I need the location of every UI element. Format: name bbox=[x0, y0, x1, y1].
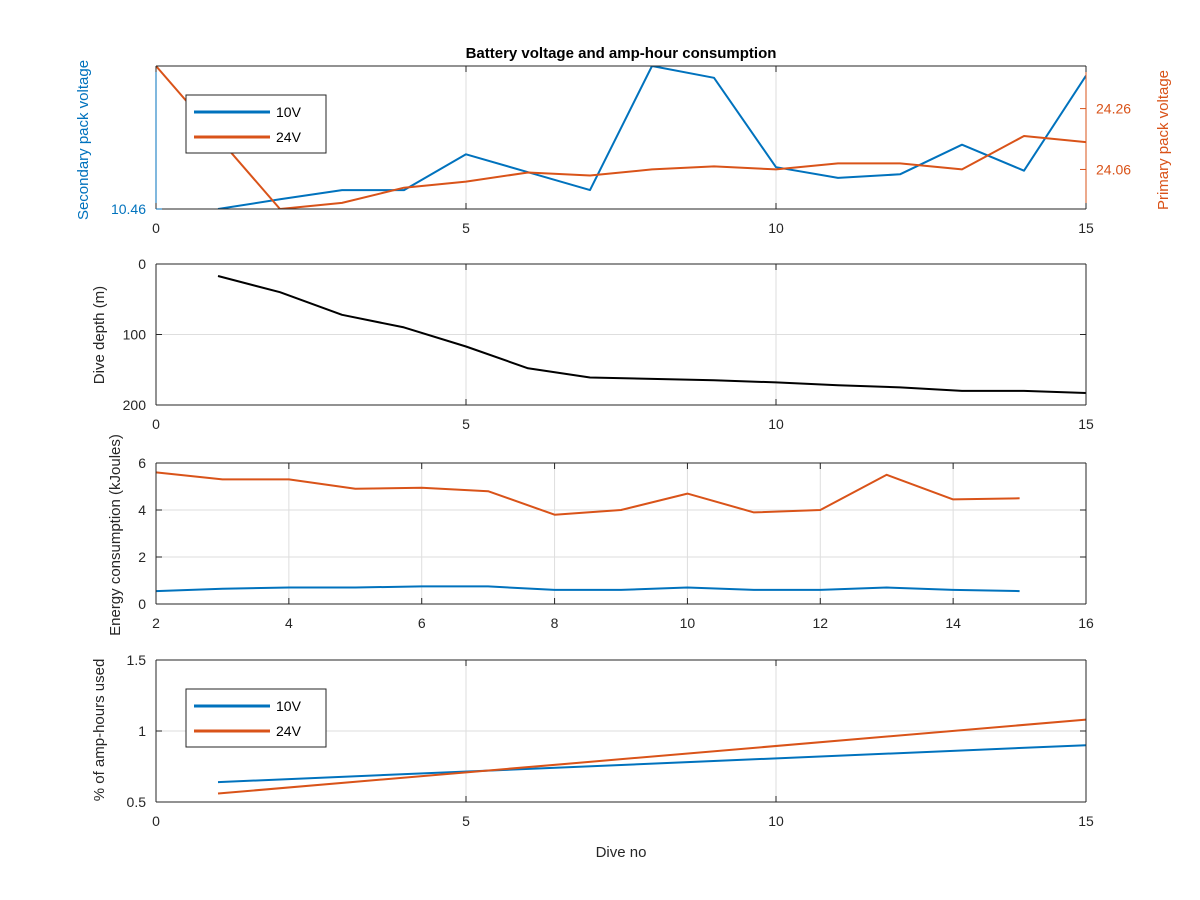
y-tick-label-left: 10.46 bbox=[111, 201, 146, 217]
x-tick-label: 0 bbox=[152, 220, 160, 236]
x-tick-label: 16 bbox=[1078, 615, 1094, 631]
x-tick-label: 10 bbox=[768, 813, 784, 829]
y-tick-label: 2 bbox=[138, 549, 146, 565]
y-tick-label: 0 bbox=[138, 256, 146, 272]
x-tick-label: 8 bbox=[551, 615, 559, 631]
x-tick-label: 15 bbox=[1078, 813, 1094, 829]
energy-line-0 bbox=[155, 585, 1020, 593]
y-tick-label: 100 bbox=[123, 327, 147, 343]
x-tick-label: 12 bbox=[812, 615, 828, 631]
amp-hours-line-10V bbox=[217, 744, 1087, 784]
y-tick-label: 1.5 bbox=[127, 652, 147, 668]
y-tick-label: 0.5 bbox=[127, 794, 147, 810]
y-axis-label-left: Secondary pack voltage bbox=[75, 60, 92, 220]
x-axis-label: Dive no bbox=[596, 844, 647, 861]
y-tick-label: 0 bbox=[138, 596, 146, 612]
x-tick-label: 5 bbox=[462, 416, 470, 432]
x-tick-label: 5 bbox=[462, 220, 470, 236]
x-tick-label: 10 bbox=[680, 615, 696, 631]
legend-label: 24V bbox=[276, 723, 302, 739]
series-line-10V bbox=[217, 66, 1086, 209]
legend-label: 10V bbox=[276, 104, 302, 120]
chart-title: Battery voltage and amp-hour consumption bbox=[466, 45, 777, 62]
amp-hours-line-24V bbox=[217, 718, 1087, 795]
plot-area bbox=[156, 463, 1086, 604]
y-tick-label: 1 bbox=[138, 723, 146, 739]
voltage-axes: 0 5 10 15 10.46 24.06 24.26 Secondary pack volt… bbox=[75, 60, 1172, 236]
depth-axes: 0 5 10 15 0 100 200 Dive depth (m) bbox=[91, 256, 1094, 432]
amp-hours-axes: 0 5 10 15 0.5 1 1.5 Dive no % of amp-hours used 1… bbox=[91, 652, 1094, 861]
x-tick-label: 14 bbox=[945, 615, 961, 631]
energy-line-1 bbox=[155, 471, 1020, 516]
x-tick-label: 2 bbox=[152, 615, 160, 631]
y-axis-label: Dive depth (m) bbox=[91, 286, 108, 384]
x-tick-label: 4 bbox=[285, 615, 293, 631]
y-tick-label: 200 bbox=[123, 397, 147, 413]
y-axis-label: Energy consumption (kJoules) bbox=[107, 434, 124, 636]
y-axis-label: % of amp-hours used bbox=[91, 659, 108, 802]
y-tick-label-right: 24.26 bbox=[1096, 101, 1131, 117]
legend-label: 10V bbox=[276, 698, 302, 714]
x-tick-label: 0 bbox=[152, 813, 160, 829]
series-line-24V bbox=[156, 66, 1086, 209]
y-tick-label-right: 24.06 bbox=[1096, 161, 1131, 177]
x-tick-label: 15 bbox=[1078, 416, 1094, 432]
x-tick-label: 10 bbox=[768, 416, 784, 432]
x-tick-label: 5 bbox=[462, 813, 470, 829]
y-tick-label: 6 bbox=[138, 455, 146, 471]
y-tick-label: 4 bbox=[138, 502, 146, 518]
y-axis-label-right: Primary pack voltage bbox=[1155, 70, 1172, 210]
legend-box bbox=[185, 94, 327, 154]
legend-label: 24V bbox=[276, 129, 302, 145]
x-tick-label: 6 bbox=[418, 615, 426, 631]
x-tick-label: 0 bbox=[152, 416, 160, 432]
legend-box bbox=[185, 688, 327, 748]
x-tick-label: 10 bbox=[768, 220, 784, 236]
x-tick-label: 15 bbox=[1078, 220, 1094, 236]
depth-line bbox=[217, 275, 1087, 394]
